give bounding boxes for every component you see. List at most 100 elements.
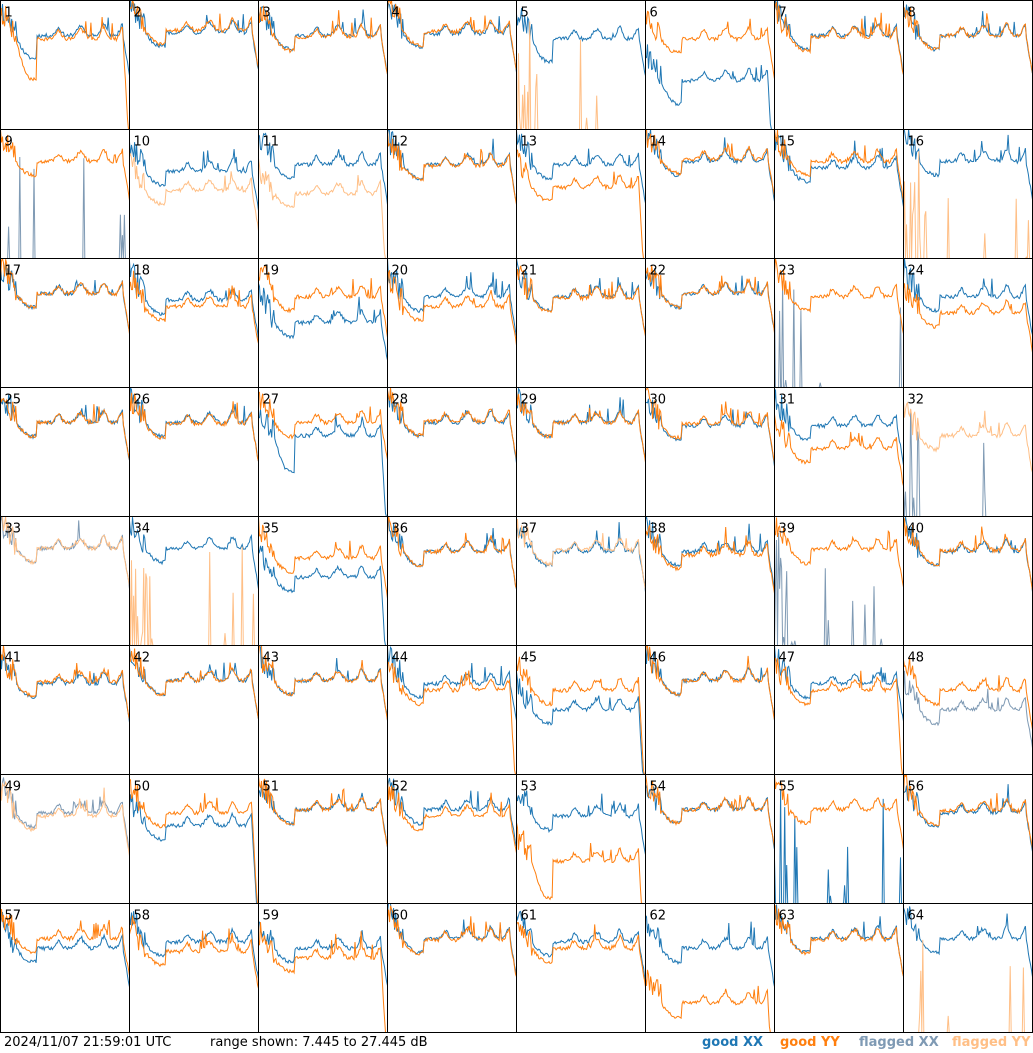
- series-xx-panel-31: [774, 389, 904, 466]
- panel-label: 2: [134, 6, 142, 21]
- series-xx-panel-1: [0, 3, 130, 76]
- series-xx-panel-60: [387, 903, 517, 977]
- series-yy-panel-21: [516, 265, 646, 337]
- footer: 2024/11/07 21:59:01 UTC range shown: 7.4…: [0, 1034, 1033, 1053]
- panel-53: 53: [516, 774, 646, 904]
- panel-22: 22: [645, 258, 775, 388]
- series-yy-panel-23: [774, 258, 904, 334]
- series-yy-panel-5: [516, 21, 646, 130]
- panel-label: 13: [521, 135, 538, 150]
- panel-label: 8: [908, 6, 916, 21]
- series-yy-panel-16: [903, 151, 1033, 259]
- series-yy-panel-24: [903, 283, 1033, 353]
- panel-label: 43: [263, 651, 280, 666]
- panel-63: 63: [774, 903, 904, 1033]
- series-yy-panel-17: [0, 258, 130, 335]
- panel-label: 19: [263, 264, 280, 279]
- panel-label: 47: [779, 651, 796, 666]
- panel-label: 55: [779, 780, 796, 795]
- panel-label: 16: [908, 135, 925, 150]
- panel-39: 39: [774, 516, 904, 646]
- panel-5: 5: [516, 0, 646, 130]
- panel-60: 60: [387, 903, 517, 1033]
- series-yy-panel-61: [516, 922, 646, 987]
- panel-label: 36: [392, 522, 409, 537]
- panel-54: 54: [645, 774, 775, 904]
- panel-15: 15: [774, 129, 904, 259]
- panel-label: 39: [779, 522, 796, 537]
- panel-label: 14: [650, 135, 667, 150]
- series-xx-panel-24: [903, 258, 1033, 335]
- panel-label: 17: [5, 264, 22, 279]
- panel-43: 43: [258, 645, 388, 775]
- panel-label: 31: [779, 393, 796, 408]
- panel-label: 64: [908, 909, 925, 924]
- panel-border: [903, 0, 1033, 130]
- panel-label: 15: [779, 135, 796, 150]
- panel-27: 27: [258, 387, 388, 517]
- panel-label: 56: [908, 780, 925, 795]
- panel-24: 24: [903, 258, 1033, 388]
- panel-52: 52: [387, 774, 517, 904]
- panel-label: 49: [5, 780, 22, 795]
- series-yy-panel-27: [258, 391, 388, 460]
- series-yy-panel-33: [0, 516, 130, 587]
- panel-10: 10: [129, 129, 259, 259]
- series-yy-panel-54: [645, 774, 775, 847]
- series-yy-panel-51: [258, 776, 388, 847]
- series-xx-panel-48: [903, 670, 1033, 749]
- legend-good-xx: good XX: [702, 1035, 764, 1050]
- panel-label: 32: [908, 393, 925, 408]
- panel-label: 61: [521, 909, 538, 924]
- series-xx-panel-19: [258, 283, 388, 361]
- series-yy-panel-32: [903, 400, 1033, 473]
- panel-14: 14: [645, 129, 775, 259]
- series-yy-panel-48: [903, 657, 1033, 730]
- panel-border: [129, 0, 259, 130]
- panel-16: 16: [903, 129, 1033, 259]
- panel-1: 1: [0, 0, 130, 130]
- panel-label: 5: [521, 6, 529, 21]
- panel-label: 41: [5, 651, 22, 666]
- series-xx-panel-2: [129, 0, 259, 70]
- series-yy-panel-29: [516, 390, 646, 463]
- series-yy-panel-30: [645, 387, 775, 463]
- series-xx-panel-13: [516, 130, 646, 204]
- panel-58: 58: [129, 903, 259, 1033]
- panel-border: [258, 0, 388, 130]
- series-xx-panel-6: [645, 44, 775, 130]
- series-yy-panel-46: [645, 645, 775, 721]
- panel-20: 20: [387, 258, 517, 388]
- panel-8: 8: [903, 0, 1033, 130]
- panel-32: 32: [903, 387, 1033, 517]
- panel-37: 37: [516, 516, 646, 646]
- series-yy-panel-47: [774, 657, 904, 775]
- series-xx-panel-18: [129, 261, 259, 341]
- series-xx-panel-34: [129, 517, 259, 590]
- series-yy-panel-37: [516, 518, 646, 590]
- series-xx-panel-58: [129, 911, 259, 979]
- panel-6: 6: [645, 0, 775, 130]
- panel-49: 49: [0, 774, 130, 904]
- series-xx-panel-30: [645, 398, 775, 467]
- panel-label: 40: [908, 522, 925, 537]
- series-xx-panel-59: [258, 921, 388, 986]
- panel-label: 48: [908, 651, 925, 666]
- series-yy-panel-42: [129, 648, 259, 720]
- series-yy-panel-25: [0, 397, 130, 460]
- panel-23: 23: [774, 258, 904, 388]
- panel-3: 3: [258, 0, 388, 130]
- series-xx-panel-45: [516, 672, 646, 775]
- panel-label: 12: [392, 135, 409, 150]
- panel-44: 44: [387, 645, 517, 775]
- series-yy-panel-3: [258, 5, 388, 75]
- panel-label: 46: [650, 651, 667, 666]
- series-xx-panel-62: [645, 915, 775, 987]
- series-yy-panel-20: [387, 270, 517, 346]
- series-yy-panel-55: [774, 774, 904, 850]
- panel-59: 59: [258, 903, 388, 1033]
- series-xx-panel-57: [0, 911, 130, 988]
- panel-border: [0, 0, 130, 130]
- series-xx-panel-49: [0, 777, 130, 853]
